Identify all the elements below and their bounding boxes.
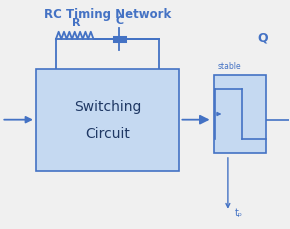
Text: Q: Q: [258, 31, 268, 44]
Text: Circuit: Circuit: [85, 127, 130, 141]
Text: tₚ: tₚ: [235, 207, 243, 217]
Text: R: R: [72, 18, 80, 28]
Text: Switching: Switching: [74, 100, 141, 114]
Text: C: C: [115, 16, 123, 26]
Text: RC Timing Network: RC Timing Network: [44, 8, 171, 21]
Text: stable: stable: [218, 61, 241, 70]
Bar: [36, 69, 180, 171]
Bar: [214, 76, 266, 153]
